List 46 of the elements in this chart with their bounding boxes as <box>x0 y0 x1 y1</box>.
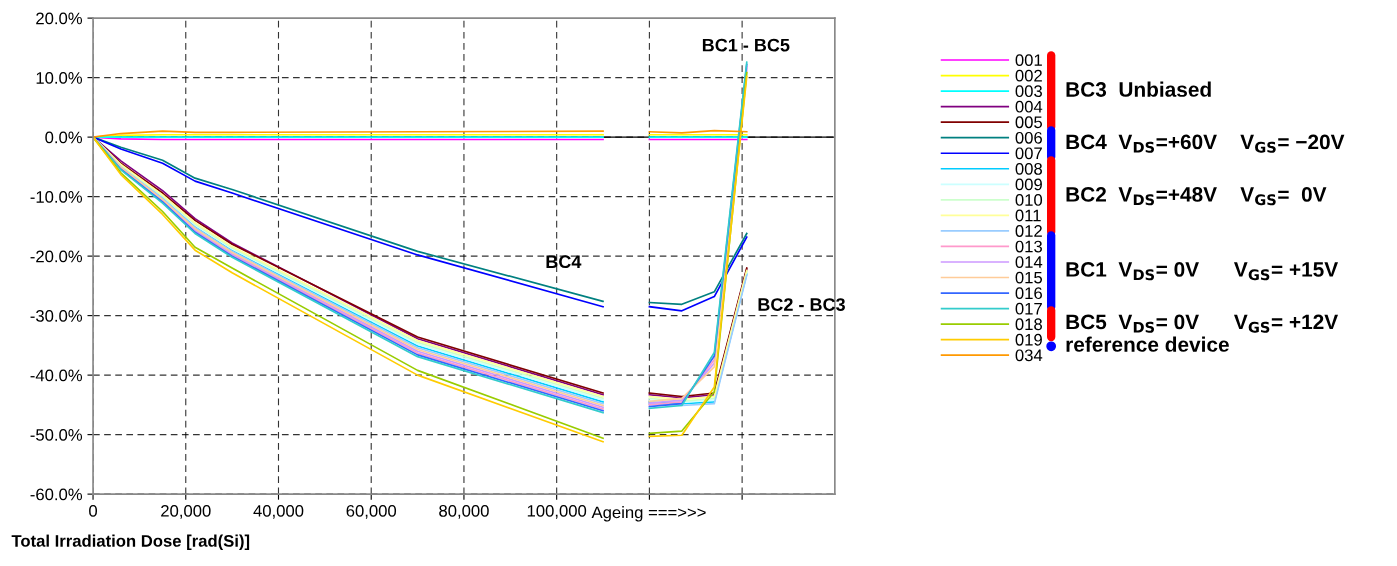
legend-label: 034 <box>1015 349 1043 362</box>
legend-label: 001 <box>1015 54 1042 67</box>
y-tick-label: -50.0% <box>30 429 83 441</box>
x-tick-label: 80,000 <box>439 504 489 519</box>
annotation: BC2 - BC3 <box>758 298 845 311</box>
x-tick-label: 0 <box>89 504 98 517</box>
legend-label: 013 <box>1015 240 1042 253</box>
text: BC3 Unbiased <box>1066 81 1211 97</box>
y-tick-label: 0.0% <box>45 131 83 144</box>
legend-label: 008 <box>1015 162 1042 175</box>
legend-label: 002 <box>1015 69 1042 82</box>
text: reference device <box>1066 336 1229 352</box>
y-tick-label: -20.0% <box>30 250 83 263</box>
annotation: BC1 - BC5 <box>702 38 790 52</box>
x-tick-label: 60,000 <box>346 504 397 519</box>
legend-label: 009 <box>1015 178 1042 191</box>
legend-label: 011 <box>1015 209 1041 222</box>
legend-label: 018 <box>1015 318 1042 331</box>
y-tick-label: -40.0% <box>30 369 83 382</box>
text: BC1 V$_{DS}$= 0V V$_{GS}$= +15V <box>1066 262 1339 281</box>
y-tick-label: 20.0% <box>36 12 83 25</box>
legend-label: 005 <box>1015 116 1043 129</box>
y-tick-label: -30.0% <box>30 310 83 322</box>
legend-label: 006 <box>1015 131 1042 144</box>
y-tick-label: -10.0% <box>30 191 83 203</box>
y-tick-label: 10.0% <box>36 72 83 84</box>
legend-label: 007 <box>1015 147 1042 160</box>
annotation: BC4 <box>546 255 582 269</box>
text: Ageing ===>>> <box>591 506 706 522</box>
y-tick-label: -60.0% <box>30 488 83 501</box>
text: BC4 V$_{DS}$=+60V V$_{GS}$= −20V <box>1066 134 1345 153</box>
text: BC2 V$_{DS}$=+48V V$_{GS}$= 0V <box>1066 187 1327 206</box>
x-tick-label: 40,000 <box>253 504 304 519</box>
x-tick-label: 20,000 <box>161 504 211 519</box>
x-axis-title: Total Irradiation Dose [rad(Si)] <box>11 534 250 551</box>
legend-label: 016 <box>1015 287 1042 300</box>
x-tick-label: 100,000 <box>527 504 587 519</box>
legend-label: 010 <box>1015 194 1043 206</box>
legend-label: 004 <box>1015 100 1043 113</box>
text: BC5 V$_{DS}$= 0V V$_{GS}$= +12V <box>1066 314 1339 333</box>
legend-label: 003 <box>1015 85 1042 98</box>
legend-label: 019 <box>1015 333 1042 346</box>
legend-label: 014 <box>1015 256 1043 268</box>
legend-label: 012 <box>1015 225 1042 237</box>
legend-label: 017 <box>1015 302 1042 315</box>
legend-label: 015 <box>1015 271 1043 284</box>
